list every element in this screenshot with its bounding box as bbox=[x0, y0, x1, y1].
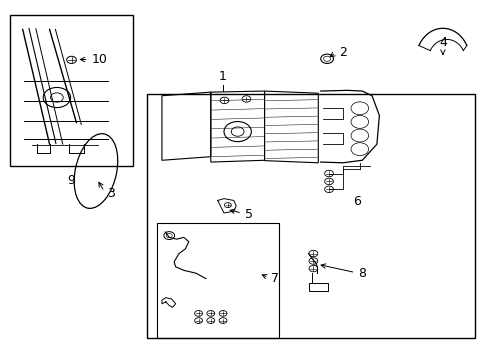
Text: 3: 3 bbox=[107, 187, 115, 200]
Bar bbox=[309, 283, 328, 291]
Text: 7: 7 bbox=[271, 272, 279, 285]
Text: 5: 5 bbox=[245, 208, 253, 221]
Text: 8: 8 bbox=[358, 267, 367, 280]
Bar bbox=[157, 223, 279, 338]
Text: 4: 4 bbox=[439, 36, 447, 49]
Text: 10: 10 bbox=[92, 53, 107, 66]
Bar bbox=[10, 15, 133, 166]
Bar bbox=[147, 94, 475, 338]
Text: 1: 1 bbox=[219, 70, 227, 83]
Text: 2: 2 bbox=[339, 46, 347, 59]
Text: 9: 9 bbox=[68, 174, 75, 187]
Text: 6: 6 bbox=[353, 195, 361, 208]
